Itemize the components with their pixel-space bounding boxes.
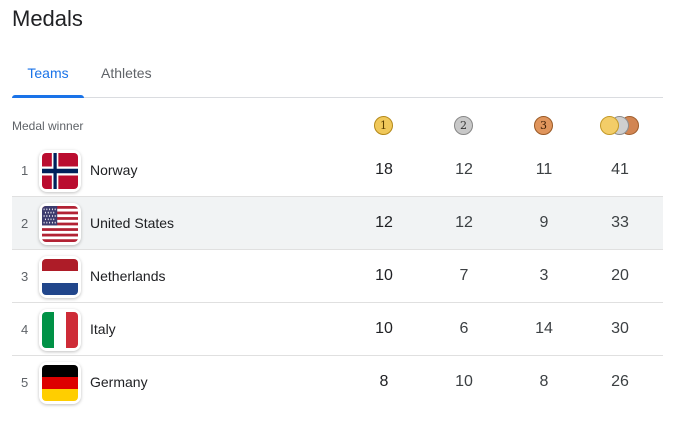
netherlands-flag-icon (39, 256, 81, 298)
gold-mini-icon (600, 116, 619, 135)
total-count: 26 (611, 373, 629, 390)
table-row[interactable]: 4 Italy 10 6 14 30 (12, 303, 663, 356)
gold-medal-icon[interactable]: 1 (374, 116, 393, 135)
italy-flag-icon (39, 309, 81, 351)
country-name[interactable]: Germany (90, 374, 148, 390)
gold-count: 10 (375, 267, 393, 284)
country-name[interactable]: Netherlands (90, 268, 166, 284)
total-count: 41 (611, 161, 629, 178)
gold-count: 12 (375, 214, 393, 231)
silver-count: 6 (459, 320, 469, 337)
silver-count: 12 (455, 161, 473, 178)
bronze-count: 8 (539, 373, 549, 390)
bronze-count: 3 (539, 267, 549, 284)
total-medals-icon[interactable] (600, 116, 640, 136)
table-row[interactable]: 5 Germany 8 10 8 26 (12, 356, 663, 409)
silver-count: 12 (455, 214, 473, 231)
silver-count: 10 (455, 373, 473, 390)
total-count: 20 (611, 267, 629, 284)
table-row[interactable]: 3 Netherlands 10 7 3 20 (12, 250, 663, 303)
bronze-count: 9 (539, 214, 549, 231)
gold-count: 18 (375, 161, 393, 178)
silver-medal-icon[interactable]: 2 (454, 116, 473, 135)
total-count: 33 (611, 214, 629, 231)
page-title: Medals (12, 6, 83, 31)
rank: 1 (21, 163, 29, 178)
rank: 3 (21, 269, 29, 284)
tab-teams[interactable]: Teams (27, 65, 69, 81)
tab-athletes[interactable]: Athletes (101, 65, 152, 81)
table-row[interactable]: 1 Norway 18 12 11 41 (12, 144, 663, 197)
germany-flag-icon (39, 362, 81, 404)
active-tab-indicator (12, 95, 84, 98)
table-row[interactable]: 2 United States (12, 197, 663, 250)
total-count: 30 (611, 320, 629, 337)
bronze-count: 14 (535, 320, 553, 337)
gold-count: 10 (375, 320, 393, 337)
rank: 5 (21, 375, 29, 390)
gold-count: 8 (379, 373, 389, 390)
medal-table: 1 Norway 18 12 11 41 2 (12, 144, 663, 409)
norway-flag-icon (39, 150, 81, 192)
bronze-count: 11 (535, 161, 553, 178)
country-name[interactable]: United States (90, 215, 175, 231)
table-header: Medal winner 1 2 3 (12, 110, 663, 142)
rank: 2 (21, 216, 29, 231)
usa-flag-icon (39, 203, 81, 245)
silver-count: 7 (459, 267, 469, 284)
tab-bar: Teams Athletes (12, 54, 663, 98)
rank: 4 (21, 322, 29, 337)
medal-winner-label: Medal winner (12, 119, 84, 133)
bronze-medal-icon[interactable]: 3 (534, 116, 553, 135)
country-name[interactable]: Italy (90, 321, 116, 337)
country-name[interactable]: Norway (90, 162, 138, 178)
